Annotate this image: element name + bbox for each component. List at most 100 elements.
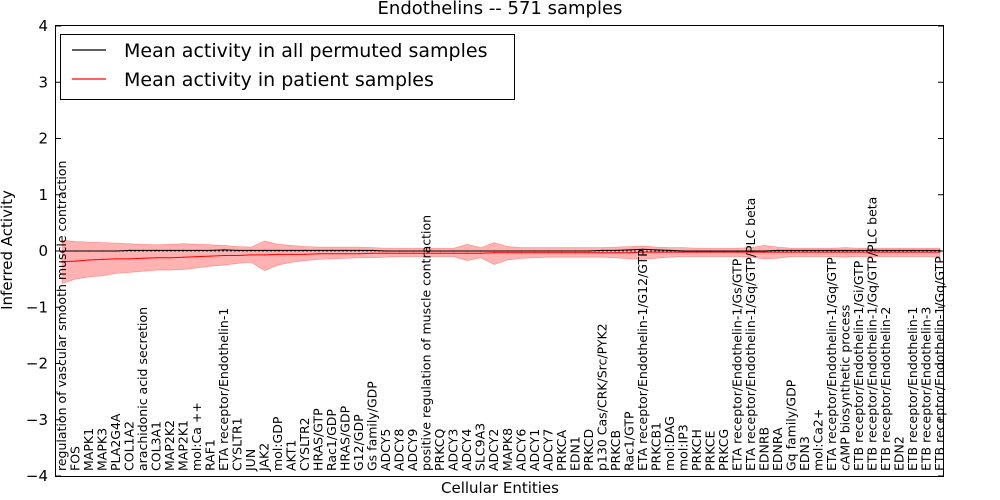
y-tick-label: −3 — [26, 411, 48, 429]
patient-point — [898, 251, 901, 253]
legend: Mean activity in all permuted samples Me… — [60, 34, 515, 100]
entity-label: MAPK3 — [95, 428, 110, 471]
patient-point — [183, 256, 185, 258]
patient-point — [331, 253, 333, 255]
permuted-point — [250, 249, 252, 251]
patient-point — [345, 253, 347, 255]
permuted-point — [777, 249, 779, 251]
entity-label: EDN1 — [567, 436, 582, 471]
permuted-point — [547, 250, 549, 252]
entity-label: mol:Ca2+ — [810, 409, 825, 471]
permuted-point — [844, 249, 847, 251]
patient-point — [669, 251, 671, 253]
permuted-point — [237, 249, 239, 251]
entity-label: FOS — [68, 446, 83, 471]
y-tick-label: −2 — [26, 355, 48, 373]
patient-point — [88, 259, 90, 261]
permuted-point — [128, 249, 131, 251]
entity-label: PRKCQ — [432, 429, 447, 471]
permuted-point — [358, 249, 360, 251]
entity-label: ADCY7 — [540, 429, 555, 471]
permuted-point — [763, 250, 766, 252]
patient-point — [939, 251, 941, 253]
plot-frame — [55, 25, 944, 477]
patient-point — [412, 252, 414, 254]
patient-point — [817, 251, 820, 253]
y-axis: −4 −3 −2 −1 0 1 2 3 4 — [26, 17, 943, 485]
permuted-point — [520, 250, 522, 252]
entity-label: ETA receptor/Endothelin-1 — [216, 308, 231, 471]
y-axis-label: Inferred Activity — [0, 190, 16, 310]
patient-point — [588, 252, 590, 254]
permuted-point — [210, 249, 212, 251]
permuted-point — [709, 250, 712, 252]
permuted-point — [412, 250, 414, 252]
y-tick-label: 3 — [38, 73, 48, 91]
entity-label: EDN3 — [797, 436, 812, 471]
permuted-point — [574, 250, 576, 252]
permuted-point — [723, 250, 725, 252]
entity-label: SLC9A3 — [473, 423, 488, 471]
patient-point — [466, 252, 468, 254]
entity-label: RAF1 — [203, 439, 218, 471]
entity-label: regulation of vascular smooth muscle con… — [54, 161, 69, 471]
permuted-point — [493, 250, 495, 252]
entity-label: Gq family/GDP — [783, 379, 798, 471]
entity-label: mol:GDP — [270, 416, 285, 471]
entity-label: PRKCA — [554, 430, 569, 471]
entity-label: ETB receptor/Endothelin-1/Gi/GTP — [851, 260, 866, 471]
patient-point — [318, 253, 320, 255]
patient-point — [399, 252, 401, 254]
entity-label: Gs family/GDP — [365, 381, 380, 471]
permuted-point — [561, 250, 563, 252]
permuted-point — [885, 249, 887, 251]
patient-point — [628, 252, 630, 254]
entity-label: ETA receptor/Endothelin-1/G12/GTP — [635, 249, 650, 471]
permuted-point — [790, 249, 793, 251]
patient-point — [358, 253, 360, 255]
permuted-point — [588, 250, 590, 252]
entity-label: mol:Ca ++ — [189, 402, 204, 471]
patient-point — [156, 257, 158, 259]
patient-point — [426, 252, 428, 254]
permuted-point — [912, 249, 914, 251]
patient-mean-line — [61, 251, 940, 263]
permuted-mean-line — [62, 248, 940, 252]
permuted-point — [615, 249, 617, 251]
permuted-point — [439, 250, 441, 252]
series-line-layer — [61, 248, 941, 263]
y-tick-label: −4 — [26, 467, 48, 485]
patient-point — [250, 254, 252, 256]
confidence-band-layer — [61, 239, 941, 285]
entity-label: JAK2 — [257, 443, 272, 472]
patient-point — [493, 252, 495, 254]
entity-label: CYSLTR1 — [230, 417, 245, 471]
patient-point — [561, 252, 563, 254]
patient-point — [750, 251, 752, 253]
patient-point — [74, 260, 77, 262]
entity-label: EDNRA — [770, 427, 785, 471]
entity-label: COL1A2 — [122, 421, 137, 471]
entity-label: EDN2 — [892, 436, 907, 471]
entity-label: MAP2K1 — [176, 420, 191, 471]
patient-point — [831, 251, 833, 253]
patient-point — [128, 258, 131, 260]
patient-point — [547, 252, 549, 254]
patient-point — [453, 252, 455, 254]
patient-point — [169, 257, 171, 259]
patient-confidence-band — [61, 239, 941, 285]
patient-point — [277, 253, 279, 255]
patient-point — [534, 252, 536, 254]
entity-label: ADCY8 — [392, 429, 407, 471]
patient-point — [925, 251, 928, 253]
x-axis-label: Cellular Entities — [441, 479, 559, 497]
patient-point — [439, 252, 441, 254]
entity-label: HRAS/GTP — [311, 408, 326, 471]
patient-point — [142, 257, 144, 259]
patient-point — [615, 252, 617, 254]
entity-label: PRKCG — [716, 429, 731, 471]
entity-label: CYSLTR2 — [297, 417, 312, 471]
entity-label: cAMP biosynthetic process — [837, 305, 852, 471]
patient-point — [520, 252, 522, 254]
patient-point — [885, 251, 887, 253]
